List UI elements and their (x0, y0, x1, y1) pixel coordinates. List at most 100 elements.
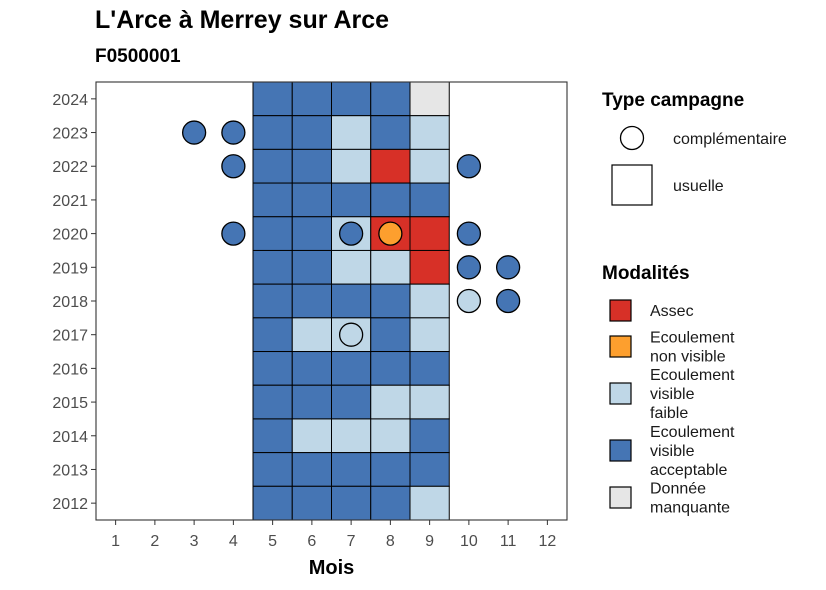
tile-2015-8 (370, 384, 411, 420)
tile-2023-6 (291, 115, 332, 150)
tile-2023-8 (370, 115, 411, 150)
tile-2017-8 (370, 317, 411, 353)
tile-2020-6 (291, 216, 332, 251)
legend-label-modalite: Ecoulement visible acceptable (650, 424, 735, 479)
tile-2024-9 (409, 81, 450, 117)
x-axis-label: Mois (309, 557, 355, 579)
point-2020-8 (378, 221, 403, 246)
x-tick-label: 12 (538, 533, 556, 550)
legend-key-modalite (609, 335, 632, 358)
point-2022-10 (456, 154, 482, 179)
tile-2021-9 (409, 182, 450, 218)
x-tick-label: 1 (111, 533, 120, 550)
tile-2018-6 (291, 283, 332, 319)
tile-2019-7 (331, 249, 372, 285)
tile-2012-5 (252, 485, 293, 521)
legend-label-line: acceptable (650, 462, 727, 479)
y-tick-label: 2024 (52, 92, 88, 109)
y-tick-label: 2022 (52, 159, 88, 176)
tile-2015-6 (291, 384, 332, 420)
point-2018-11 (495, 288, 521, 314)
chart-subtitle: F0500001 (95, 46, 181, 67)
tile-2020-5 (252, 216, 293, 251)
y-tick-label: 2023 (52, 126, 88, 143)
tile-2019-8 (370, 249, 411, 285)
legend-modalites-title: Modalités (602, 263, 690, 284)
tile-2014-6 (291, 418, 332, 454)
tile-2024-7 (331, 81, 372, 117)
tile-2016-9 (409, 351, 450, 386)
chart-title: L'Arce à Merrey sur Arce (95, 6, 390, 34)
tile-2016-7 (331, 351, 372, 386)
x-tick-label: 2 (150, 533, 159, 550)
axes: 2012 2013 2014 2015 2016 2017 2018 2019 2020 2021… (52, 92, 556, 550)
x-tick-label: 7 (347, 533, 356, 550)
x-tick-label: 5 (268, 533, 277, 550)
legend-key-modalite (609, 486, 632, 509)
legend-label-modalite: Assec (650, 303, 694, 320)
tile-2018-7 (331, 283, 372, 319)
legend-label-modalite: Ecoulement non visible (650, 330, 735, 366)
legend-label-modalite: Donnée manquante (650, 481, 730, 517)
tile-2014-9 (409, 418, 450, 454)
legend-type-title: Type campagne (602, 90, 744, 111)
legend-label-line: Ecoulement (650, 424, 735, 441)
point-2020-4 (221, 221, 246, 246)
x-tick-label: 3 (190, 533, 199, 550)
tile-2012-9 (409, 485, 450, 521)
tile-2012-7 (331, 485, 372, 521)
tile-2019-9 (409, 249, 450, 285)
legend-type-campagne: Type campagne complémentaire usuelle (602, 90, 787, 206)
y-tick-label: 2018 (52, 294, 88, 311)
legend-label-line: visible (650, 386, 695, 403)
y-tick-label: 2014 (52, 429, 88, 446)
tile-2022-7 (331, 148, 372, 184)
x-tick-label: 9 (425, 533, 434, 550)
tile-2024-8 (370, 81, 411, 117)
legend-label-modalite: Ecoulement visible faible (650, 367, 735, 422)
tile-2015-9 (409, 384, 450, 420)
tile-2022-6 (291, 148, 332, 184)
tile-2023-7 (331, 115, 372, 150)
tile-2021-5 (252, 182, 293, 218)
plot-area (95, 81, 568, 521)
tile-2023-5 (252, 115, 293, 150)
legend-label-line: Assec (650, 303, 694, 320)
legend-label-line: faible (650, 405, 688, 422)
x-tick-label: 4 (229, 533, 238, 550)
tile-2020-9 (409, 216, 450, 251)
point-2020-7 (338, 221, 364, 246)
tile-2014-5 (252, 418, 293, 454)
tile-2012-6 (291, 485, 332, 521)
tile-2013-9 (409, 452, 450, 487)
point-2019-11 (495, 255, 521, 280)
tile-2017-9 (409, 317, 450, 353)
legend-label-line: non visible (650, 349, 726, 366)
tile-2022-9 (409, 148, 450, 184)
y-tick-label: 2021 (52, 193, 88, 210)
tile-2021-8 (370, 182, 411, 218)
tile-2014-7 (331, 418, 372, 454)
x-tick-label: 10 (460, 533, 478, 550)
y-tick-label: 2019 (52, 260, 88, 277)
tile-2016-6 (291, 351, 332, 386)
y-tick-label: 2013 (52, 462, 88, 479)
tile-2021-6 (291, 182, 332, 218)
point-2019-10 (456, 255, 482, 280)
tile-2012-8 (370, 485, 411, 521)
legend-key-modalite (609, 439, 632, 462)
tile-2022-8 (370, 148, 411, 184)
tile-2013-8 (370, 452, 411, 487)
tile-2016-8 (370, 351, 411, 386)
tile-2019-5 (252, 249, 293, 285)
point-2023-3 (181, 120, 207, 145)
tile-2017-6 (291, 317, 332, 353)
point-2020-10 (456, 221, 482, 246)
tile-2013-7 (331, 452, 372, 487)
tile-2017-5 (252, 317, 293, 353)
point-2022-4 (221, 154, 246, 179)
tile-2024-6 (291, 81, 332, 117)
y-tick-label: 2020 (52, 227, 88, 244)
